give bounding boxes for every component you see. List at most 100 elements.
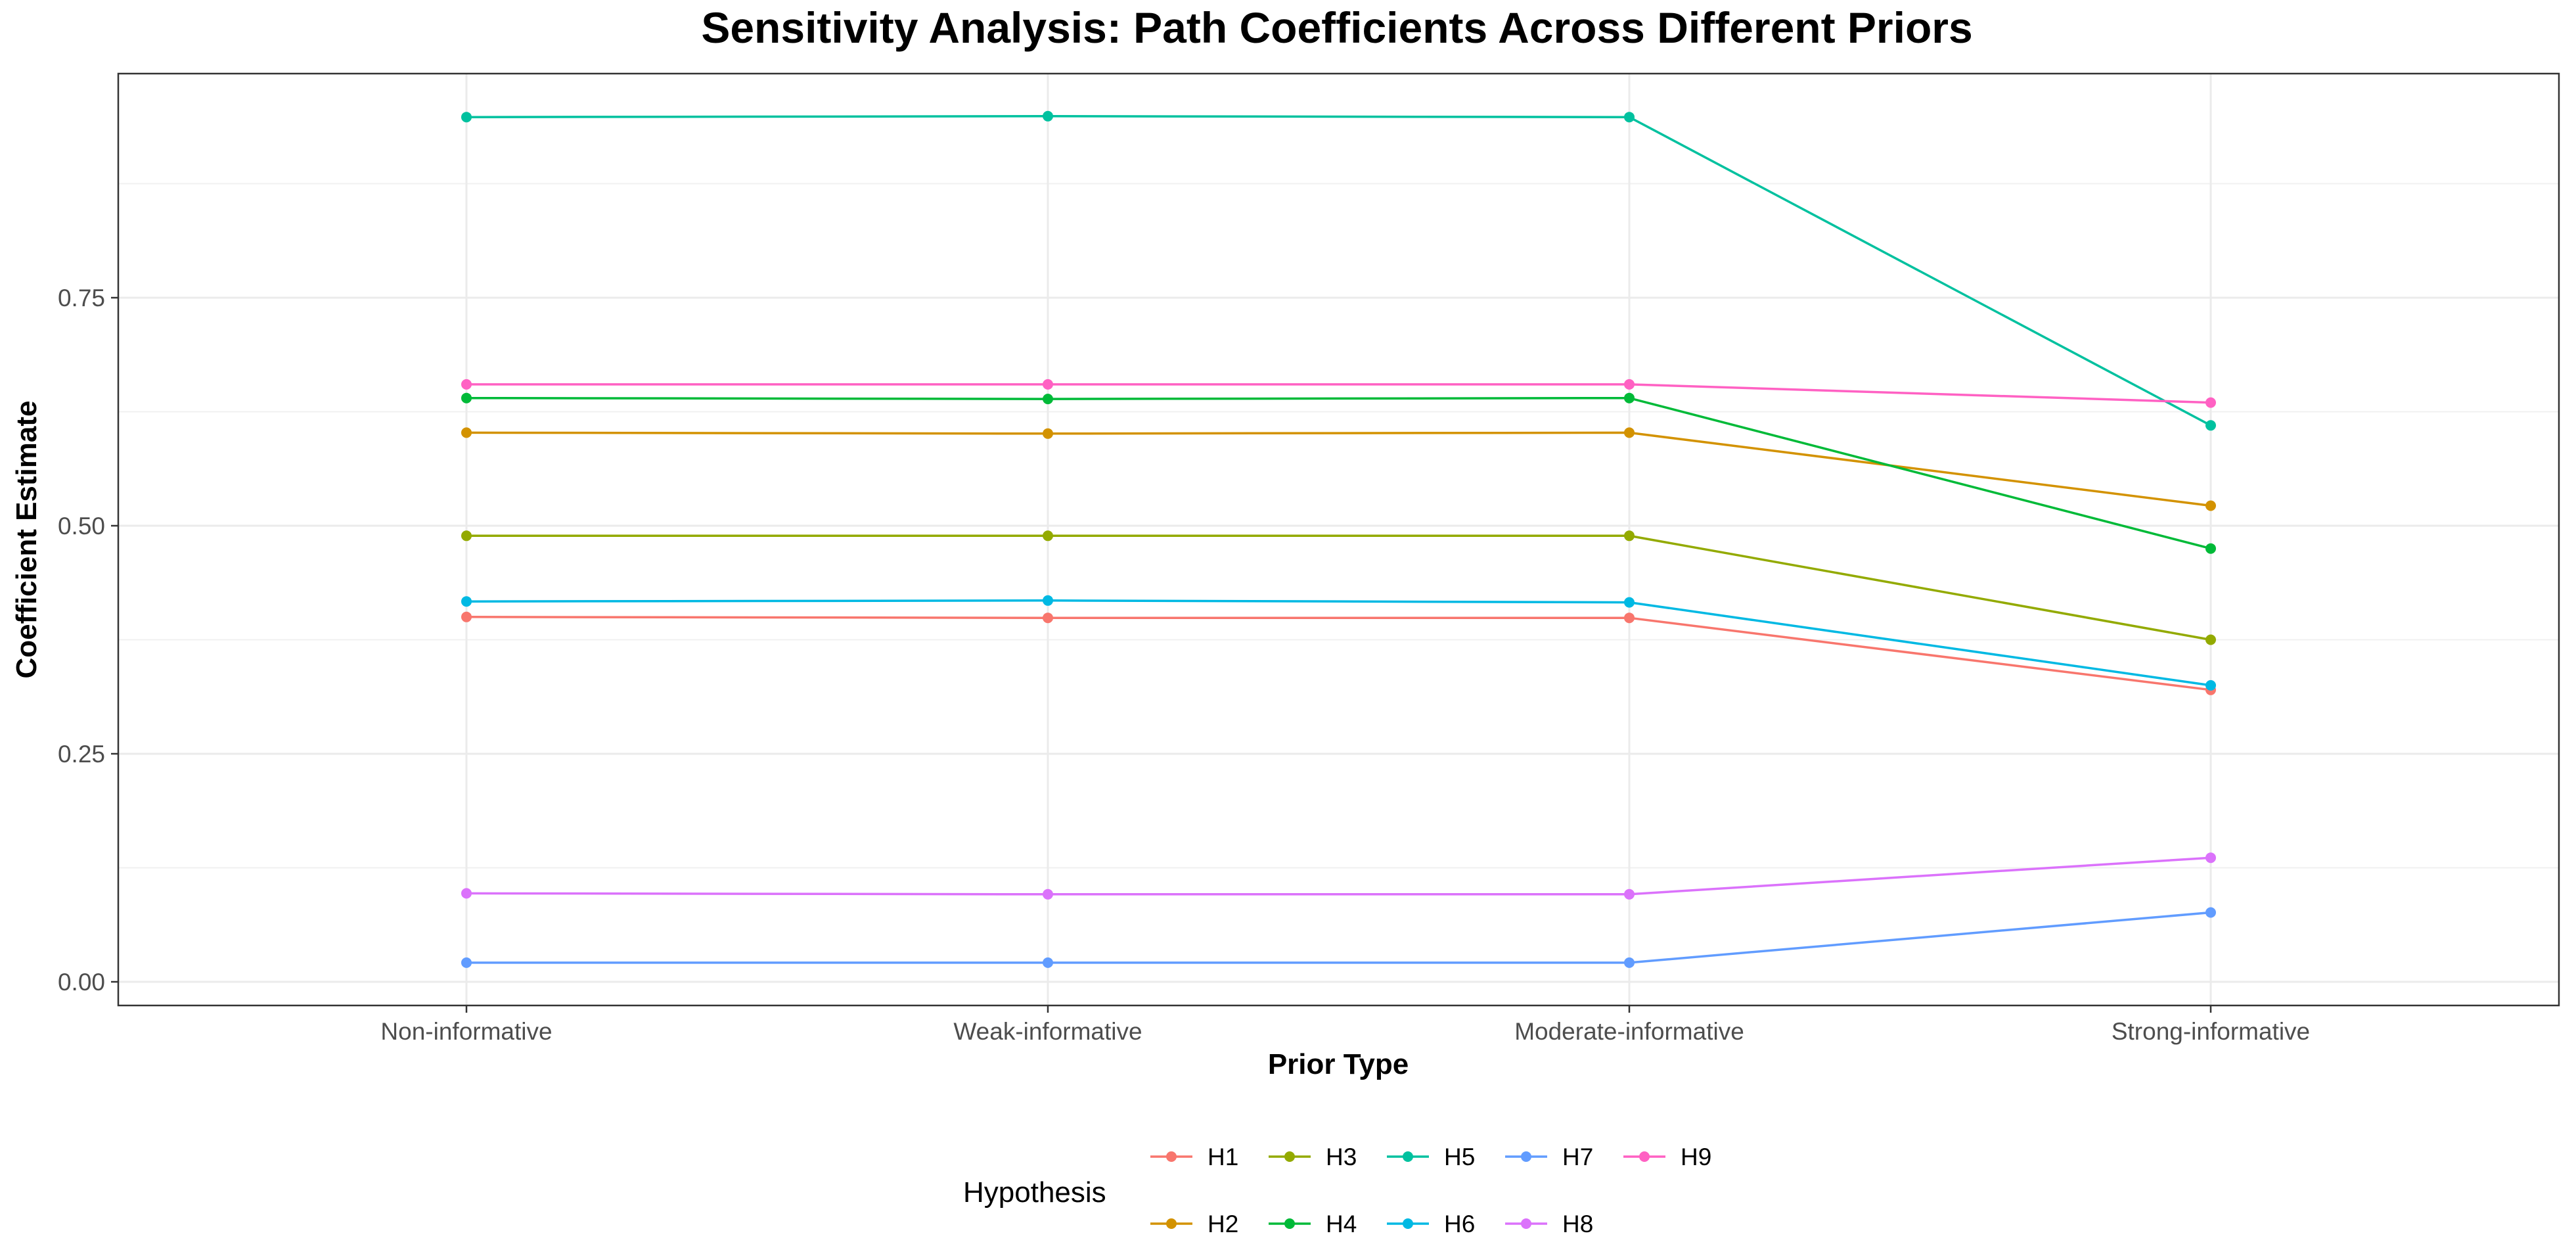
data-point-h8-2 [1624, 888, 1635, 900]
x-tick-label-1: Weak-informative [953, 1018, 1142, 1045]
x-axis: Non-informative Weak-informative Moderate-… [380, 1005, 2310, 1045]
legend-label-h7: H7 [1562, 1143, 1593, 1170]
series-line-h3 [466, 534, 2211, 641]
y-tick-label-2: 0.50 [58, 513, 105, 540]
series-h3 [461, 530, 2216, 645]
data-point-h5-0 [461, 112, 472, 123]
data-point-h3-1 [1043, 530, 1053, 542]
data-point-h2-1 [1043, 428, 1053, 439]
series-line-h1 [466, 616, 2211, 691]
legend-item-h9: H9 [1623, 1143, 1711, 1170]
data-point-h4-1 [1043, 394, 1053, 405]
legend-items: H1 H2 H3 H4 H5 H6 H7 H8 H9 [1150, 1143, 1711, 1237]
data-point-h7-2 [1624, 957, 1635, 968]
data-point-h5-1 [1043, 110, 1053, 122]
plot-panel [117, 72, 2560, 1007]
data-point-h6-3 [2205, 680, 2216, 691]
series-line-h2 [466, 431, 2211, 507]
series-h4 [461, 392, 2216, 554]
legend-key-point-h5 [1403, 1151, 1413, 1162]
legend-label-h5: H5 [1444, 1143, 1475, 1170]
data-point-h5-2 [1624, 112, 1635, 123]
legend-label-h4: H4 [1326, 1211, 1357, 1237]
y-tick-label-0: 0.00 [58, 969, 105, 996]
legend-label-h1: H1 [1208, 1143, 1238, 1170]
data-point-h1-2 [1624, 612, 1635, 624]
legend-item-h5: H5 [1387, 1143, 1475, 1170]
data-point-h2-3 [2205, 500, 2216, 511]
series-layer [461, 110, 2216, 968]
data-point-h3-0 [461, 530, 472, 542]
series-line-h8 [466, 856, 2211, 896]
data-point-h9-1 [1043, 379, 1053, 390]
data-point-h6-2 [1624, 597, 1635, 608]
legend-item-h3: H3 [1269, 1143, 1357, 1170]
data-point-h7-1 [1043, 957, 1053, 968]
y-axis: 0.00 0.25 0.50 0.75 [58, 285, 118, 996]
chart-title: Sensitivity Analysis: Path Coefficients … [701, 3, 1972, 52]
legend-key-point-h1 [1166, 1151, 1177, 1162]
data-point-h2-0 [461, 427, 472, 438]
legend: Hypothesis H1 H2 H3 H4 H5 H6 H7 H8 H9 [963, 1143, 1711, 1237]
data-point-h7-3 [2205, 907, 2216, 918]
grid-layer [118, 74, 2559, 1005]
legend-item-h7: H7 [1505, 1143, 1593, 1170]
legend-label-h8: H8 [1562, 1211, 1593, 1237]
series-h8 [461, 852, 2216, 900]
data-point-h8-1 [1043, 888, 1053, 900]
series-h6 [461, 595, 2216, 691]
x-axis-title: Prior Type [1268, 1048, 1409, 1080]
data-point-h1-0 [461, 611, 472, 622]
legend-item-h4: H4 [1269, 1211, 1357, 1237]
data-point-h4-2 [1624, 392, 1635, 404]
legend-item-h2: H2 [1150, 1211, 1238, 1237]
legend-key-point-h3 [1284, 1151, 1295, 1162]
legend-key-point-h4 [1284, 1218, 1295, 1229]
legend-title: Hypothesis [963, 1176, 1106, 1209]
legend-item-h6: H6 [1387, 1211, 1475, 1237]
legend-item-h1: H1 [1150, 1143, 1238, 1170]
data-point-h4-0 [461, 392, 472, 404]
plot-background [118, 74, 2559, 1005]
x-tick-label-3: Strong-informative [2112, 1018, 2310, 1045]
series-h9 [461, 379, 2216, 408]
legend-key-point-h9 [1639, 1151, 1650, 1162]
legend-label-h2: H2 [1208, 1211, 1238, 1237]
series-h7 [461, 907, 2216, 968]
data-point-h1-1 [1043, 612, 1053, 624]
x-tick-label-0: Non-informative [380, 1018, 552, 1045]
data-point-h4-3 [2205, 543, 2216, 554]
legend-item-h8: H8 [1505, 1211, 1593, 1237]
data-point-h3-2 [1624, 530, 1635, 542]
data-point-h5-3 [2205, 420, 2216, 431]
data-point-h6-1 [1043, 595, 1053, 606]
legend-label-h3: H3 [1326, 1143, 1357, 1170]
data-point-h8-3 [2205, 852, 2216, 864]
legend-key-point-h7 [1521, 1151, 1531, 1162]
legend-key-point-h8 [1521, 1218, 1531, 1229]
series-line-h6 [466, 599, 2211, 687]
series-line-h4 [466, 396, 2211, 550]
data-point-h9-0 [461, 379, 472, 390]
y-tick-label-3: 0.75 [58, 285, 105, 312]
data-point-h3-3 [2205, 634, 2216, 645]
y-axis-title: Coefficient Estimate [11, 401, 43, 679]
data-point-h7-0 [461, 957, 472, 968]
data-point-h2-2 [1624, 427, 1635, 438]
data-point-h8-0 [461, 888, 472, 899]
series-line-h7 [466, 911, 2211, 964]
plot-border [117, 72, 2560, 1007]
data-point-h9-3 [2205, 397, 2216, 408]
series-line-h5 [466, 115, 2211, 427]
legend-label-h6: H6 [1444, 1211, 1475, 1237]
legend-key-point-h6 [1403, 1218, 1413, 1229]
x-tick-label-2: Moderate-informative [1514, 1018, 1744, 1045]
data-point-h6-0 [461, 596, 472, 607]
y-tick-label-1: 0.25 [58, 741, 105, 768]
legend-key-point-h2 [1166, 1218, 1177, 1229]
series-h2 [461, 427, 2216, 511]
series-line-h9 [466, 383, 2211, 404]
legend-label-h9: H9 [1681, 1143, 1711, 1170]
data-point-h9-2 [1624, 379, 1635, 390]
